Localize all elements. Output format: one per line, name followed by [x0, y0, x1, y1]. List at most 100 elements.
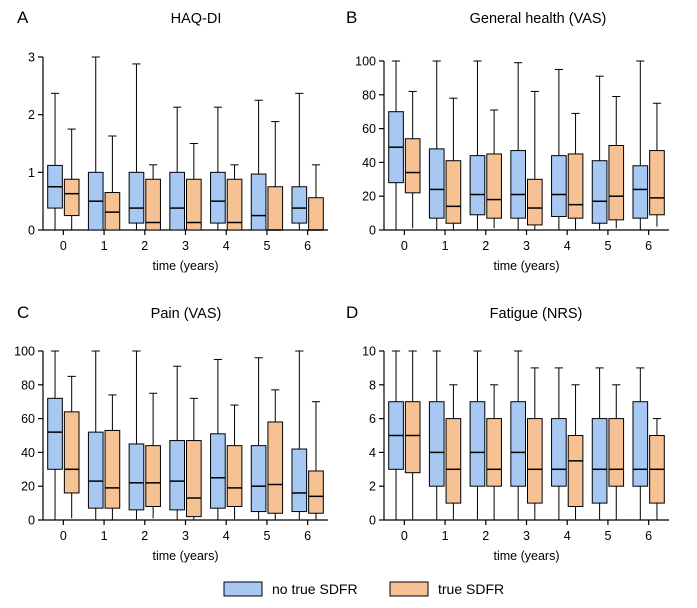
panel-d-box-true-sdfr	[486, 418, 502, 487]
panel-c-box-no-true-sdfr	[128, 443, 145, 511]
panel-c-box-no-true-sdfr	[250, 445, 267, 513]
panel-d-x-tick-label: 0	[401, 529, 408, 543]
panel-d-box-no-true-sdfr	[632, 401, 649, 487]
panel-b-box-no-true-sdfr	[551, 155, 567, 217]
panel-b-box-true-sdfr	[445, 160, 462, 224]
panel-b-y-tick-label: 100	[355, 55, 376, 69]
panel-a-y-tick-label: 1	[28, 166, 35, 180]
panel-b-x-tick-label: 0	[401, 239, 408, 253]
panel-d-y-tick-label: 0	[369, 514, 376, 528]
panel-d-box-no-true-sdfr	[510, 401, 527, 487]
panel-c-letter: C	[17, 303, 29, 322]
panel-b-y-tick-label: 40	[362, 156, 376, 170]
panel-d-y-tick-label: 6	[369, 412, 376, 426]
panel-c-title: Pain (VAS)	[151, 306, 222, 322]
panel-a-y-tick-label: 2	[28, 108, 35, 122]
panel-a-box-true-sdfr	[145, 178, 161, 231]
panel-a-box-no-true-sdfr	[210, 171, 226, 224]
panel-c-y-tick-label: 60	[21, 412, 35, 426]
panel-b-box-true-sdfr	[649, 150, 665, 216]
panel-c-box-no-true-sdfr	[210, 433, 226, 509]
panel-b-x-tick-label: 3	[523, 239, 530, 253]
panel-c-box-true-sdfr	[63, 411, 80, 494]
panel-a-x-tick-label: 0	[60, 239, 67, 253]
panel-b-box-true-sdfr	[567, 153, 584, 219]
panel-b-x-tick-label: 6	[645, 239, 652, 253]
panel-d-y-tick-label: 2	[369, 480, 376, 494]
panel-a-box-true-sdfr	[186, 178, 202, 231]
panel-c-box-no-true-sdfr	[291, 448, 308, 513]
panel-a-title: HAQ-DI	[171, 11, 222, 27]
panel-a-box-true-sdfr	[226, 178, 243, 231]
panel-c-x-tick-label: 1	[101, 529, 108, 543]
panel-d-box-true-sdfr	[608, 418, 625, 487]
panel-c-y-tick-label: 100	[14, 345, 35, 359]
panel-c-x-tick-label: 5	[263, 529, 270, 543]
panel-d-box-true-sdfr	[445, 418, 462, 504]
panel-d-x-tick-label: 6	[645, 529, 652, 543]
panel-d-letter: D	[346, 303, 358, 322]
panel-d-title: Fatigue (NRS)	[490, 306, 583, 322]
panel-b-box-no-true-sdfr	[428, 148, 445, 219]
panel-b-y-tick-label: 80	[362, 88, 376, 102]
panel-c-x-tick-label: 3	[182, 529, 189, 543]
panel-b-box-no-true-sdfr	[510, 150, 527, 219]
panel-c-box-true-sdfr	[145, 445, 161, 507]
panel-d-box-true-sdfr	[527, 418, 543, 504]
panel-c-box-true-sdfr	[267, 421, 284, 514]
panel-b-x-axis-label: time (years)	[494, 259, 560, 273]
panel-c-box-no-true-sdfr	[47, 397, 63, 470]
panel-a-box-true-sdfr	[308, 197, 324, 231]
panel-d-box-true-sdfr	[567, 435, 584, 507]
panel-d-x-tick-label: 2	[482, 529, 489, 543]
panel-b-title: General health (VAS)	[470, 11, 607, 27]
panel-a-box-true-sdfr	[267, 186, 284, 231]
panel-a-x-axis-label: time (years)	[153, 259, 219, 273]
panel-b-y-tick-label: 60	[362, 122, 376, 136]
panel-c-box-no-true-sdfr	[87, 431, 104, 509]
panel-d-y-tick-label: 10	[362, 345, 376, 359]
panel-d-x-tick-label: 4	[564, 529, 571, 543]
panel-b-box-true-sdfr	[486, 153, 502, 219]
panel-b-x-tick-label: 5	[604, 239, 611, 253]
panel-b-x-tick-label: 1	[442, 239, 449, 253]
panel-b-x-tick-label: 4	[564, 239, 571, 253]
panel-b-letter: B	[346, 8, 357, 27]
panel-c-box-true-sdfr	[226, 445, 243, 507]
panel-d-x-tick-label: 3	[523, 529, 530, 543]
panel-d-y-tick-label: 4	[369, 446, 376, 460]
panel-d-x-axis-label: time (years)	[494, 549, 560, 563]
panel-d-box-no-true-sdfr	[428, 401, 445, 487]
panel-c-y-tick-label: 40	[21, 446, 35, 460]
panel-c-x-tick-label: 0	[60, 529, 67, 543]
panel-a-box-no-true-sdfr	[291, 186, 308, 224]
panel-d-x-tick-label: 5	[604, 529, 611, 543]
panel-a-y-tick-label: 3	[28, 51, 35, 65]
panel-d-box-no-true-sdfr	[551, 418, 567, 487]
panel-a-box-no-true-sdfr	[250, 173, 267, 231]
panel-c-x-tick-label: 6	[304, 529, 311, 543]
panel-d-y-tick-label: 8	[369, 378, 376, 392]
panel-d-box-true-sdfr	[404, 401, 421, 474]
panel-c-y-tick-label: 80	[21, 378, 35, 392]
panel-c-x-tick-label: 2	[141, 529, 148, 543]
panel-b-box-true-sdfr	[527, 178, 543, 226]
panel-a-box-true-sdfr	[104, 192, 121, 231]
panel-c-x-axis-label: time (years)	[153, 549, 219, 563]
legend-swatch-true-sdfr	[389, 581, 429, 597]
panel-c-box-true-sdfr	[186, 440, 202, 518]
legend-swatch-no-true-sdfr	[223, 581, 263, 597]
panel-a-x-tick-label: 5	[263, 239, 270, 253]
panel-a-x-tick-label: 2	[141, 239, 148, 253]
panel-c-box-true-sdfr	[104, 429, 121, 509]
panel-b-y-tick-label: 20	[362, 190, 376, 204]
panel-b-box-true-sdfr	[608, 145, 625, 221]
panel-a-box-no-true-sdfr	[169, 171, 185, 231]
panel-c-y-tick-label: 20	[21, 480, 35, 494]
panel-c-y-tick-label: 0	[28, 514, 35, 528]
panel-d-x-tick-label: 1	[442, 529, 449, 543]
panel-a-y-tick-label: 0	[28, 224, 35, 238]
panel-c-box-true-sdfr	[308, 470, 324, 514]
legend-label-no-true-sdfr: no true SDFR	[272, 581, 358, 597]
